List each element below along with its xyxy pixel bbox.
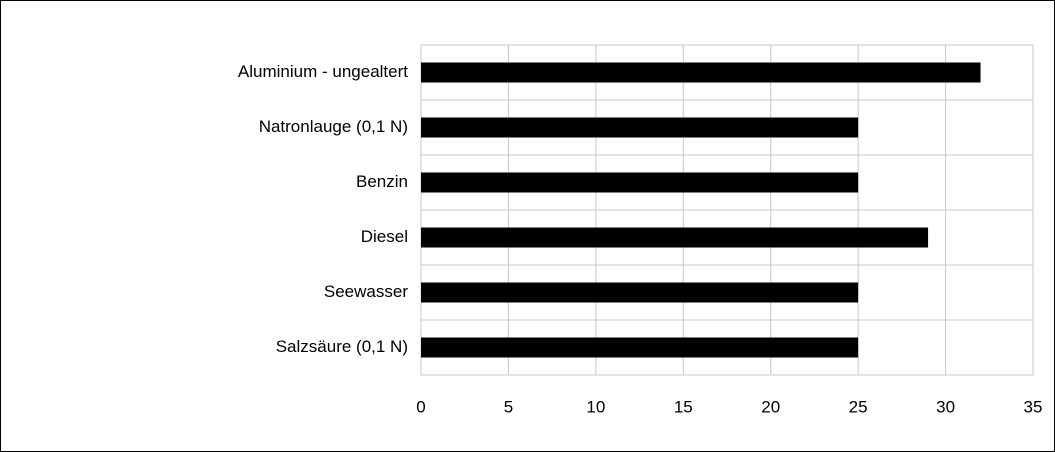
x-tick-label: 30: [936, 397, 955, 416]
x-tick-label: 20: [761, 397, 780, 416]
bar: [421, 282, 859, 303]
x-tick-label: 25: [849, 397, 868, 416]
y-tick-label: Diesel: [361, 227, 408, 246]
bar: [421, 117, 859, 138]
y-tick-label: Seewasser: [324, 282, 408, 301]
x-tick-label: 0: [416, 397, 425, 416]
y-tick-label: Salzsäure (0,1 N): [276, 337, 408, 356]
y-tick-label: Aluminium - ungealtert: [238, 62, 408, 81]
x-tick-label: 35: [1024, 397, 1043, 416]
bar: [421, 227, 929, 248]
bar: [421, 62, 981, 83]
y-tick-label: Natronlauge (0,1 N): [259, 117, 408, 136]
x-tick-label: 10: [586, 397, 605, 416]
y-tick-label: Benzin: [356, 172, 408, 191]
bar: [421, 172, 859, 193]
x-tick-label: 15: [674, 397, 693, 416]
x-tick-label: 5: [504, 397, 513, 416]
bar: [421, 337, 859, 358]
